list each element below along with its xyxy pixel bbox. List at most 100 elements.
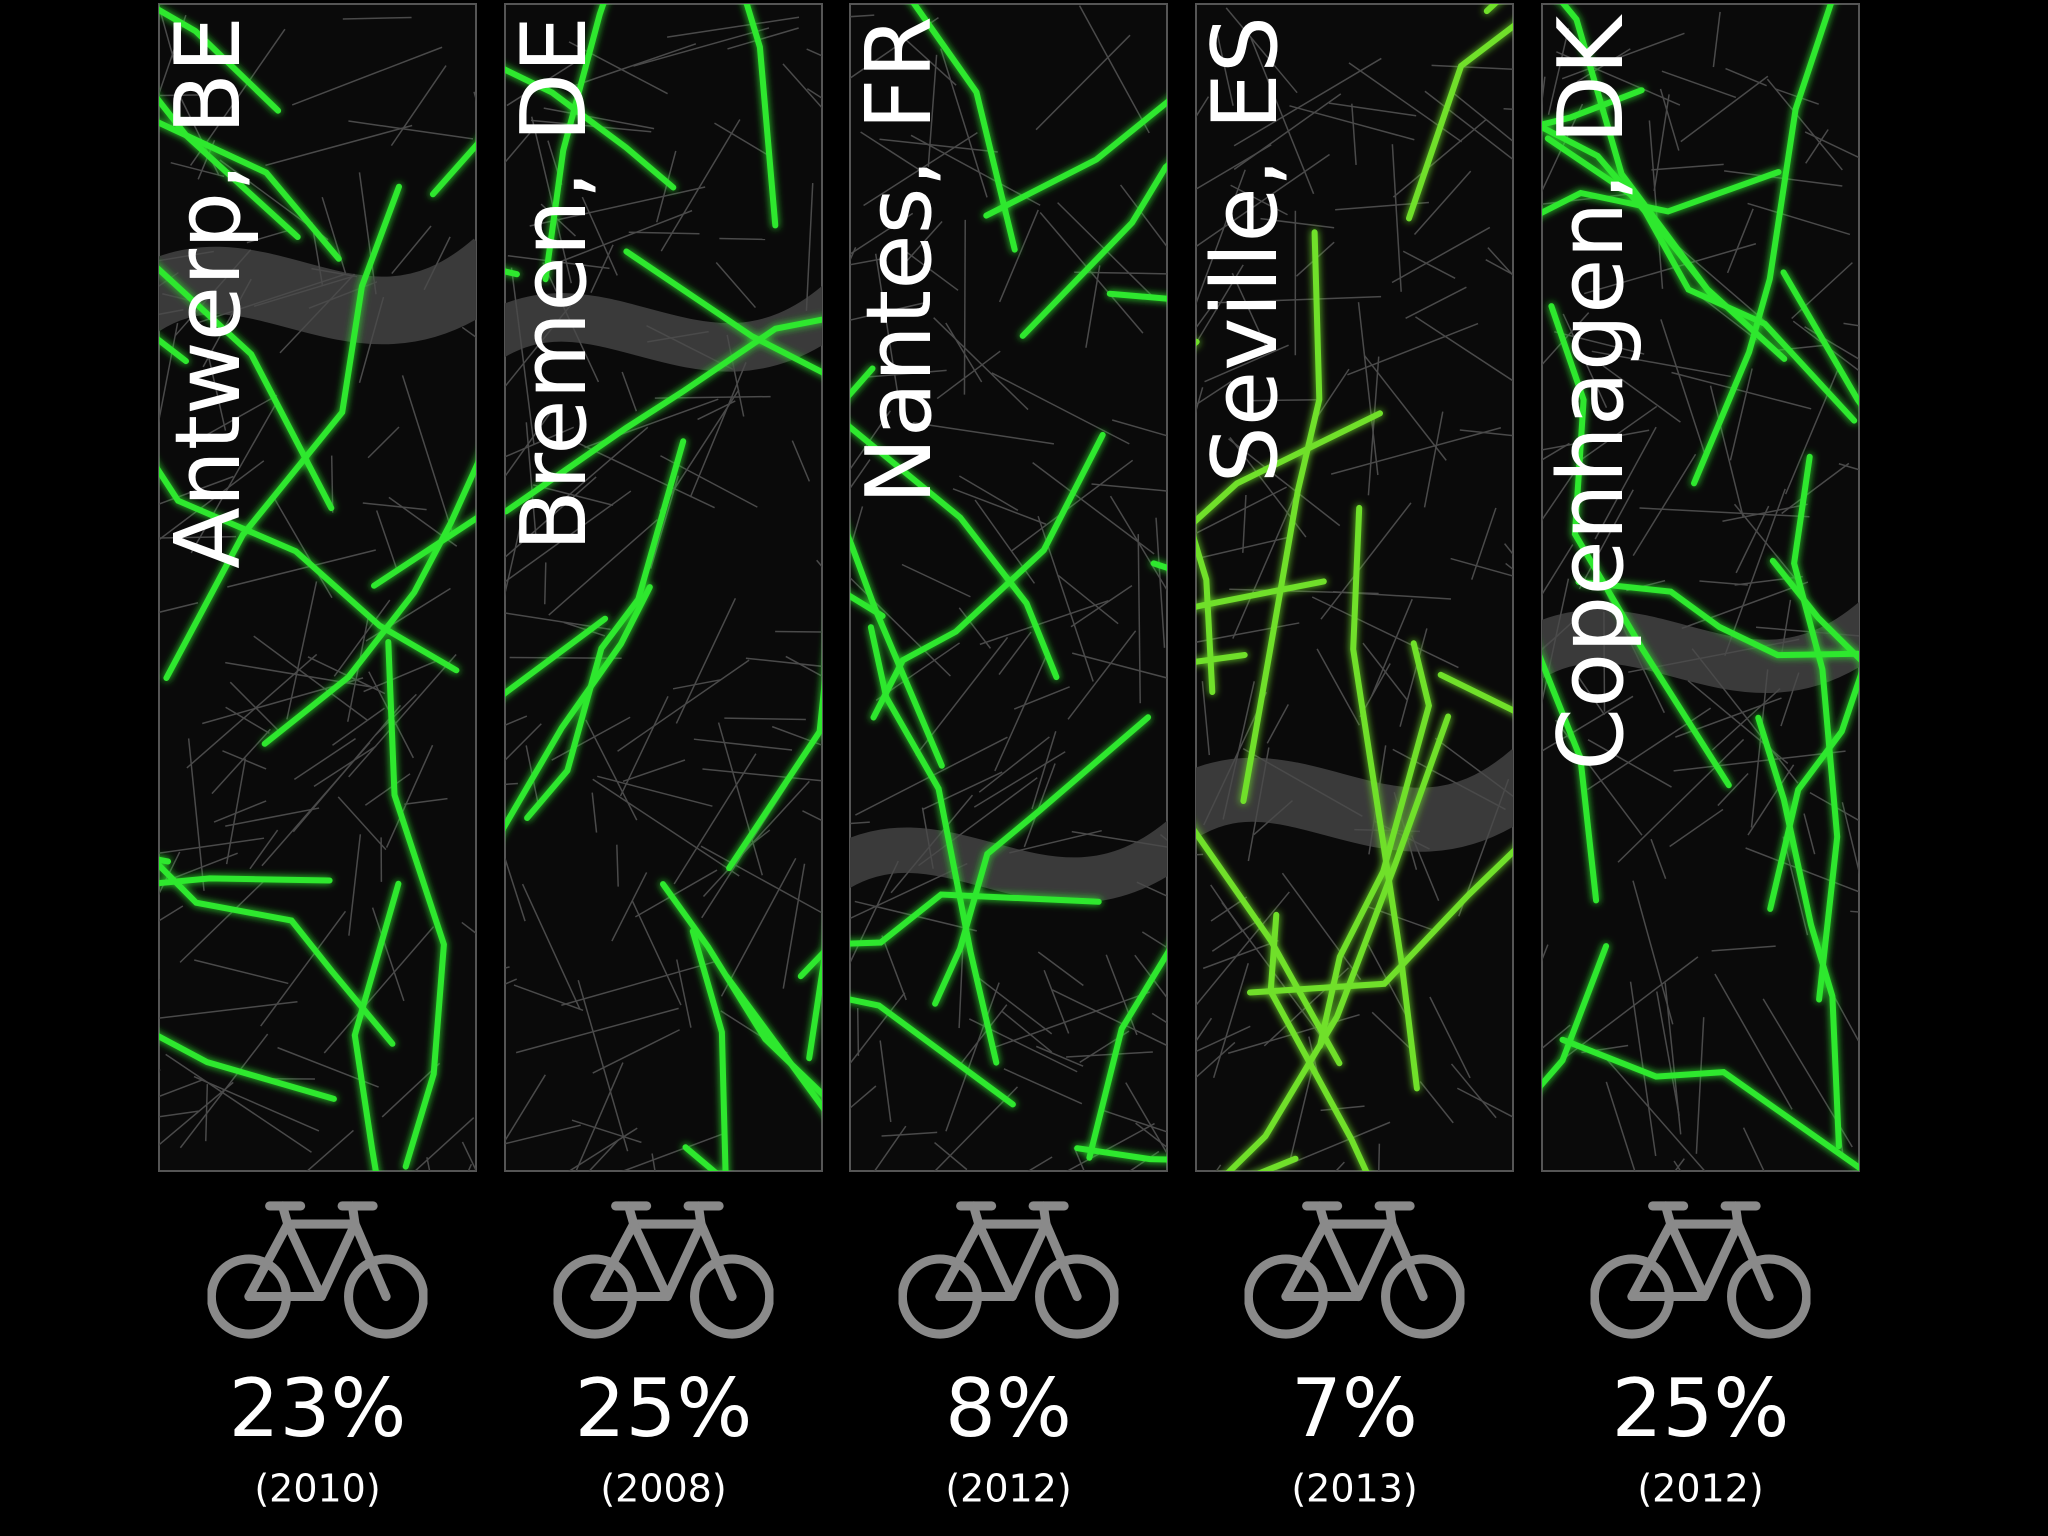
street (1542, 462, 1582, 522)
street (1542, 544, 1574, 596)
street (622, 759, 686, 783)
street (529, 186, 706, 227)
street (544, 562, 547, 605)
street (994, 656, 1047, 772)
street (1166, 1163, 1167, 1165)
street (635, 869, 718, 918)
street (912, 421, 1055, 445)
street (332, 707, 385, 746)
bike-route (1196, 535, 1216, 695)
street (1023, 763, 1056, 848)
bike-route (1074, 1145, 1167, 1163)
street (211, 728, 271, 795)
map (159, 6, 476, 1171)
street (505, 129, 533, 164)
street (933, 317, 1029, 411)
street (863, 132, 978, 207)
street (1664, 982, 1682, 1135)
street (159, 851, 181, 896)
bike-route (385, 639, 447, 1170)
bike-icon (902, 1206, 1114, 1334)
street (1270, 1121, 1391, 1171)
street (1137, 534, 1141, 704)
street (265, 124, 413, 167)
street (1316, 648, 1361, 726)
street (1391, 226, 1491, 284)
bike-route (1542, 169, 1782, 216)
share-year: (2012) (945, 1467, 1071, 1511)
street (771, 725, 822, 746)
street (1782, 836, 1809, 936)
street (1711, 945, 1776, 952)
street (1660, 319, 1708, 459)
street (1091, 483, 1167, 492)
share-year: (2012) (1637, 1467, 1763, 1511)
street (225, 807, 320, 827)
street (505, 858, 526, 922)
street (505, 1124, 581, 1145)
street (1561, 32, 1685, 80)
street (1196, 380, 1232, 406)
bike-route (159, 1033, 337, 1102)
street (261, 742, 371, 867)
street (717, 722, 764, 876)
street (1542, 944, 1549, 962)
street (1399, 628, 1428, 727)
street (1251, 399, 1321, 402)
street (159, 250, 214, 262)
street (202, 278, 252, 368)
bike-route (723, 973, 822, 1112)
street (561, 960, 716, 1006)
street (1714, 973, 1793, 1110)
street (850, 862, 968, 920)
street (505, 404, 557, 478)
street (631, 900, 682, 1006)
street (342, 16, 412, 20)
street (1734, 575, 1803, 586)
street (1542, 312, 1590, 366)
street (890, 794, 974, 894)
street (850, 258, 881, 266)
street (592, 778, 740, 877)
street (1542, 103, 1584, 193)
street (1151, 1012, 1167, 1024)
share-value: 7% (1291, 1362, 1418, 1455)
street (1680, 75, 1769, 143)
street (617, 659, 750, 752)
street (619, 695, 669, 797)
street (900, 34, 957, 86)
city-label: Antwerp, BE (156, 16, 261, 569)
street (1109, 495, 1167, 592)
street (1085, 265, 1101, 348)
street (1212, 295, 1382, 304)
street (1196, 264, 1244, 345)
street (1556, 51, 1681, 106)
bike-route (1316, 640, 1432, 1050)
street (1578, 489, 1634, 590)
street (1578, 405, 1658, 462)
street (543, 107, 655, 130)
street (1231, 272, 1268, 349)
street (1674, 1158, 1685, 1171)
street (1804, 131, 1859, 159)
street (850, 1085, 877, 1110)
street (592, 1029, 680, 1074)
street (1135, 1122, 1167, 1149)
share-value: 25% (1612, 1362, 1790, 1455)
street (945, 322, 983, 383)
street (700, 845, 822, 914)
street (505, 426, 575, 458)
bike-route (505, 615, 609, 697)
street (1583, 243, 1757, 295)
bike-icon (211, 1206, 423, 1334)
street (363, 660, 436, 693)
street (1035, 34, 1131, 131)
street (323, 926, 435, 1054)
share-value: 8% (945, 1362, 1072, 1455)
street (978, 736, 1050, 793)
street (1542, 622, 1573, 651)
street (1411, 835, 1440, 902)
street (1242, 747, 1363, 817)
street (186, 653, 318, 769)
street (850, 16, 939, 80)
